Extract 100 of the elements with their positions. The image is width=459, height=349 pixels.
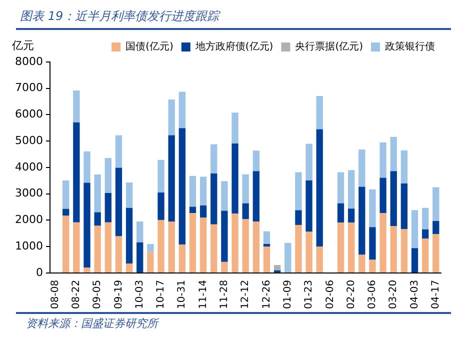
x-tick-label: 08-22: [71, 280, 82, 310]
bar: [178, 128, 186, 244]
bar: [411, 210, 418, 248]
bar: [400, 184, 408, 230]
y-tick-label: 6000: [14, 108, 43, 121]
bar: [104, 158, 112, 194]
bar: [369, 260, 376, 272]
bar: [104, 193, 112, 222]
x-tick-label: 08-08: [50, 280, 61, 310]
bar: [232, 112, 238, 144]
bar: [115, 135, 122, 168]
bar: [221, 181, 228, 211]
bar: [422, 238, 429, 272]
y-tick-label: 3000: [14, 186, 43, 200]
bar: [136, 222, 144, 242]
bar: [380, 213, 386, 272]
bar: [316, 96, 323, 130]
y-tick-label: 4000: [14, 160, 43, 174]
bar: [242, 174, 249, 204]
bar: [115, 236, 122, 272]
bar: [210, 224, 218, 272]
bar: [84, 151, 90, 183]
bar: [147, 252, 154, 272]
bar: [210, 144, 218, 174]
bar: [306, 144, 312, 180]
bar: [62, 208, 70, 216]
bar: [147, 244, 154, 252]
x-tick-label: 02-20: [346, 280, 357, 310]
bar: [221, 210, 228, 262]
x-tick-label: 12-12: [240, 280, 252, 310]
y-tick-label: 7000: [14, 81, 43, 94]
bar: [126, 182, 133, 208]
bar: [126, 263, 133, 272]
bar: [390, 226, 397, 272]
bar: [200, 176, 207, 206]
bar: [73, 90, 80, 122]
bar: [337, 222, 344, 272]
bar: [295, 224, 302, 272]
bar: [400, 229, 408, 272]
x-tick-label: 11-28: [219, 280, 230, 310]
bar: [274, 265, 281, 270]
x-tick-label: 04-17: [430, 280, 442, 310]
bar: [316, 246, 323, 272]
y-tick-label: 0: [36, 266, 43, 279]
bar: [358, 254, 366, 272]
bar: [337, 172, 344, 204]
bar: [295, 210, 302, 225]
bar: [210, 174, 218, 224]
bar: [252, 171, 260, 222]
y-tick-label: 8000: [14, 54, 43, 68]
bar: [126, 208, 133, 264]
bar: [369, 189, 376, 228]
bar: [369, 227, 376, 260]
bar: [94, 226, 101, 272]
bar: [263, 231, 270, 244]
y-tick-label: 5000: [14, 134, 43, 147]
bar: [411, 248, 418, 272]
bar: [158, 160, 164, 193]
y-tick-label: 2000: [14, 213, 43, 226]
bar: [432, 234, 440, 272]
bar: [200, 218, 207, 272]
bar: [104, 222, 112, 272]
bar: [263, 246, 270, 272]
x-tick-label: 04-03: [409, 280, 420, 310]
bar: [422, 229, 429, 239]
x-tick-label: 11-14: [198, 280, 209, 310]
bar: [242, 219, 249, 272]
bar: [252, 222, 260, 272]
legend-label: 国债(亿元): [126, 42, 174, 53]
x-tick-label: 09-05: [92, 280, 104, 310]
text: 资料来源：国盛证券研究所: [25, 316, 160, 331]
bar: [348, 222, 355, 272]
bar: [168, 222, 175, 272]
x-tick-label: 02-06: [324, 280, 336, 310]
bar: [221, 262, 228, 272]
bar: [232, 214, 238, 272]
bar: [316, 129, 323, 247]
bar: [84, 182, 90, 268]
bar: [400, 150, 408, 184]
bar: [115, 168, 122, 236]
bar: [263, 244, 270, 247]
bar: [73, 222, 80, 272]
bar: [158, 220, 164, 272]
bar: [178, 244, 186, 272]
bar: [136, 242, 144, 272]
bar: [168, 135, 175, 222]
bar: [432, 187, 440, 221]
bar: [242, 203, 249, 220]
bar: [189, 176, 196, 207]
y-tick-label: 1000: [14, 239, 43, 252]
bar: [295, 172, 302, 210]
x-tick-label: 09-19: [113, 280, 124, 310]
bar: [158, 192, 164, 220]
bar: [178, 92, 186, 128]
bar: [358, 150, 366, 187]
bar: [422, 208, 429, 230]
y-axis-title: 亿元: [11, 38, 34, 52]
x-tick-label: 10-31: [176, 280, 188, 310]
bar: [380, 178, 386, 214]
bar: [337, 203, 344, 223]
